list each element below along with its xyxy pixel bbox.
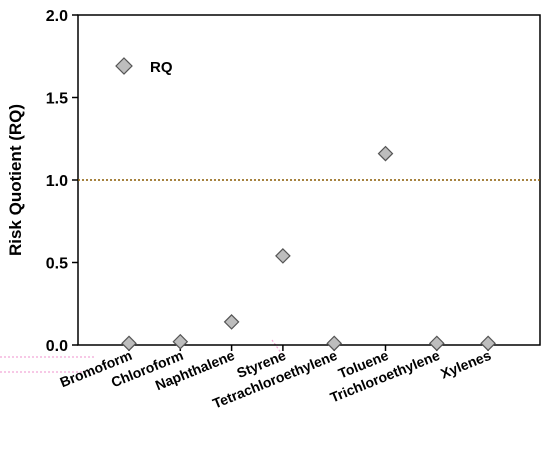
y-tick-label: 1.5 [46,91,68,108]
data-point [223,314,240,330]
edge-artifacts [0,339,285,373]
data-point [121,335,137,352]
data-point [275,248,291,264]
y-tick-label: 0.5 [46,256,68,273]
legend-label: RQ [150,59,173,76]
legend-marker [115,57,133,75]
data-points [121,145,496,352]
data-point [480,335,496,352]
y-tick-label: 1.0 [46,173,68,190]
data-point [172,333,189,350]
data-point [377,145,394,162]
legend: RQ [115,57,173,76]
y-axis: 0.0 0.5 1.0 1.5 2.0 [46,8,78,355]
y-tick-label: 2.0 [46,8,68,25]
x-axis: BromoformChloroformNaphthaleneStyreneTet… [57,345,493,412]
y-axis-title: Risk Quotient (RQ) [6,104,25,256]
x-category-label: Xylenes [438,347,493,382]
data-point [326,335,343,352]
y-tick-label: 0.0 [46,338,68,355]
data-point [428,335,445,352]
